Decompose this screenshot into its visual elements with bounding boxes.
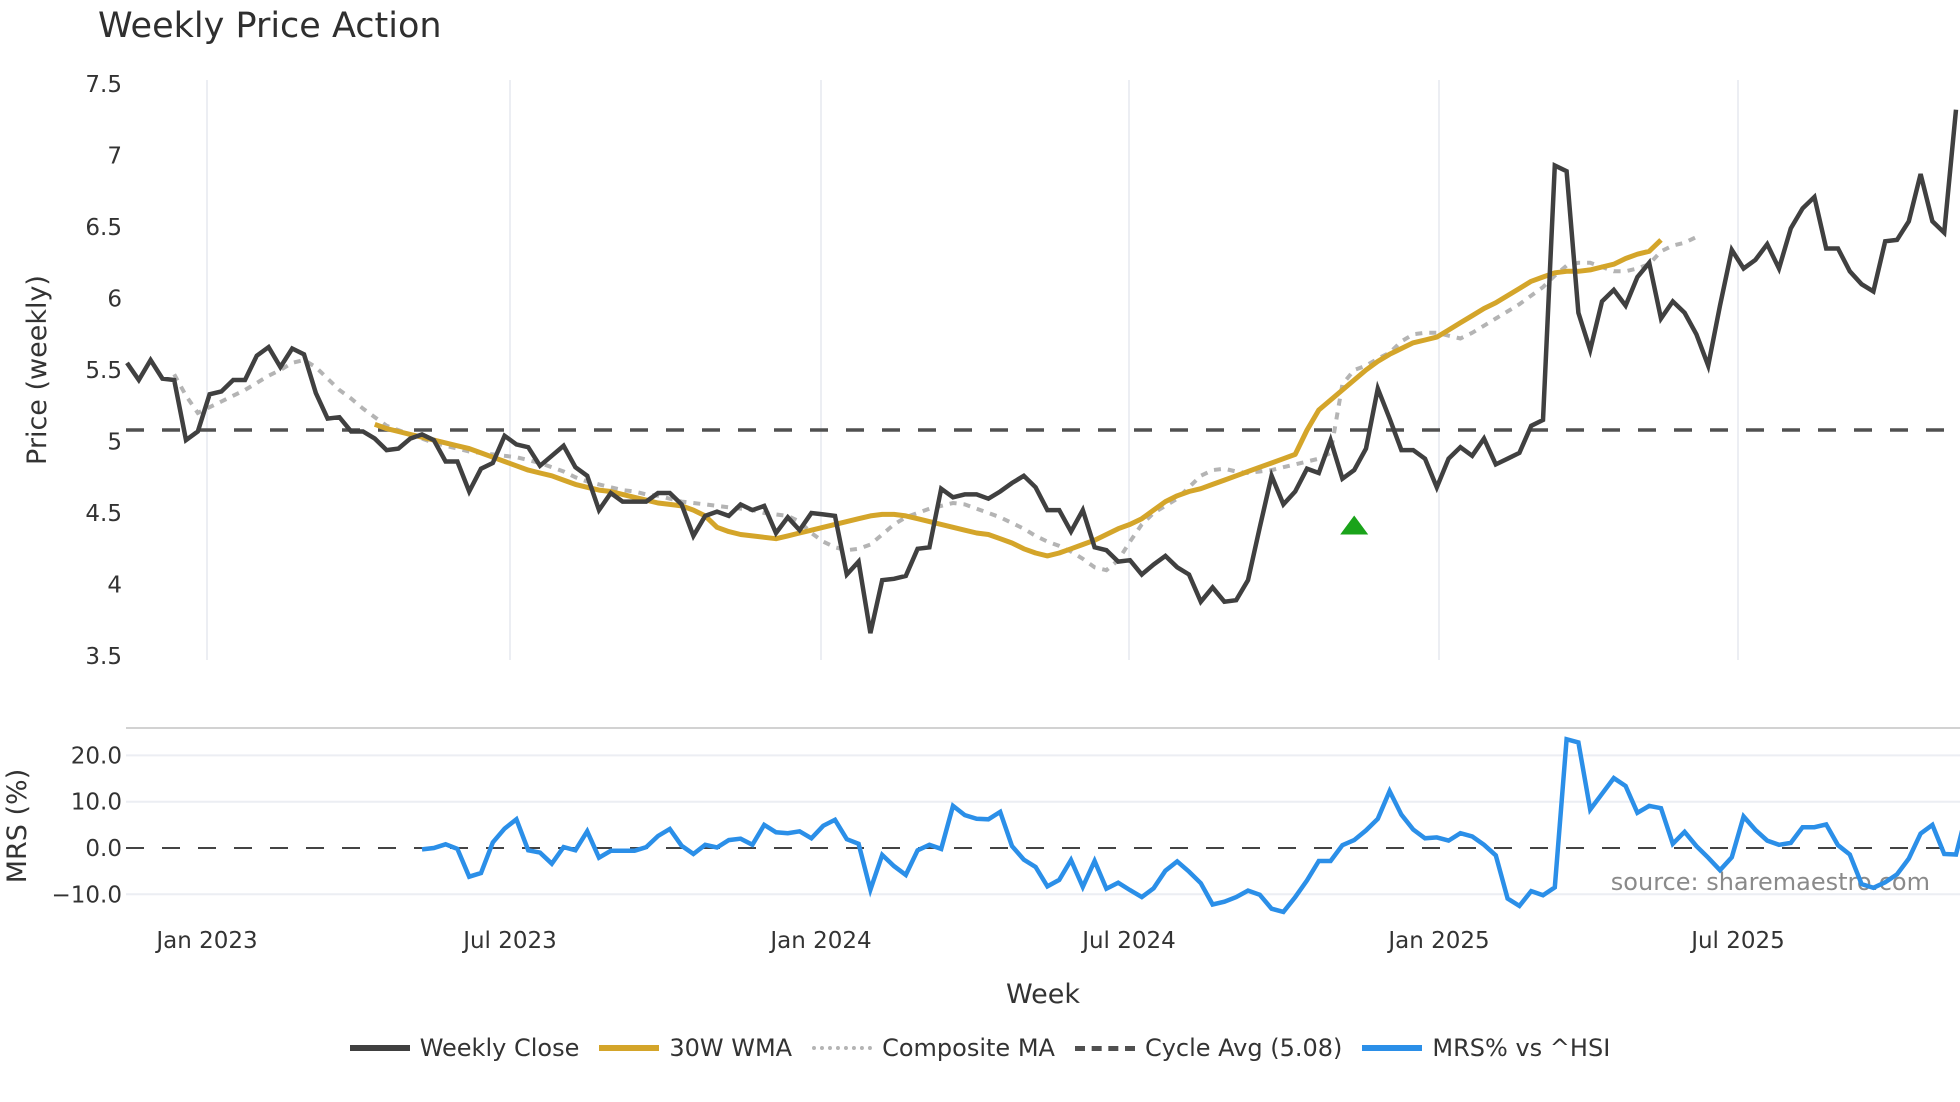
mrs-ytick: 10.0 bbox=[71, 790, 122, 816]
price-ytick: 3.5 bbox=[85, 644, 122, 670]
legend-label: 30W WMA bbox=[669, 1034, 793, 1062]
wma-line bbox=[373, 238, 1663, 559]
buy-signal-triangle-icon bbox=[1340, 515, 1369, 535]
x-axis-label: Week bbox=[1006, 979, 1080, 1010]
legend-swatch-icon bbox=[599, 1045, 660, 1051]
weekly-close-line bbox=[125, 109, 1959, 634]
x-tick-label: Jul 2024 bbox=[1080, 928, 1176, 954]
chart-title: Weekly Price Action bbox=[98, 6, 442, 46]
legend-label: MRS% vs ^HSI bbox=[1432, 1034, 1611, 1062]
legend-swatch-icon bbox=[1074, 1045, 1135, 1051]
source-annotation: source: sharemaestro.com bbox=[1611, 868, 1930, 896]
price-ytick: 5.5 bbox=[85, 358, 122, 384]
legend: Weekly Close 30W WMA Composite MA Cycle Avg… bbox=[0, 1034, 1960, 1062]
price-ytick: 6 bbox=[107, 287, 122, 313]
legend-item[interactable]: Cycle Avg (5.08) bbox=[1074, 1034, 1343, 1062]
price-ytick: 4.5 bbox=[85, 501, 122, 527]
x-tick-label: Jan 2025 bbox=[1386, 928, 1489, 954]
x-tick-label: Jan 2023 bbox=[154, 928, 257, 954]
legend-item[interactable]: MRS% vs ^HSI bbox=[1362, 1034, 1610, 1062]
legend-item[interactable]: Composite MA bbox=[812, 1034, 1055, 1062]
mrs-ytick: 0.0 bbox=[85, 836, 122, 862]
legend-swatch-icon bbox=[1362, 1045, 1423, 1051]
mrs-ylabel: MRS (%) bbox=[2, 769, 33, 884]
legend-label: Composite MA bbox=[882, 1034, 1055, 1062]
x-tick-label: Jan 2024 bbox=[768, 928, 871, 954]
x-tick-label: Jul 2025 bbox=[1689, 928, 1785, 954]
legend-swatch-icon bbox=[349, 1045, 410, 1051]
price-ytick: 5 bbox=[107, 430, 122, 456]
legend-item[interactable]: 30W WMA bbox=[599, 1034, 792, 1062]
legend-label: Weekly Close bbox=[419, 1034, 580, 1062]
x-tick-label: Jul 2023 bbox=[461, 928, 557, 954]
price-ytick: 4 bbox=[107, 573, 122, 599]
price-ytick: 6.5 bbox=[85, 215, 122, 241]
legend-item[interactable]: Weekly Close bbox=[349, 1034, 580, 1062]
legend-swatch-icon bbox=[812, 1046, 873, 1050]
price-ytick: 7 bbox=[107, 144, 122, 170]
mrs-line bbox=[421, 736, 1960, 915]
mrs-ytick: −10.0 bbox=[52, 882, 122, 908]
price-ytick: 7.5 bbox=[85, 72, 122, 98]
mrs-ytick: 20.0 bbox=[71, 743, 122, 769]
legend-label: Cycle Avg (5.08) bbox=[1144, 1034, 1343, 1062]
price-ylabel: Price (weekly) bbox=[22, 275, 53, 465]
